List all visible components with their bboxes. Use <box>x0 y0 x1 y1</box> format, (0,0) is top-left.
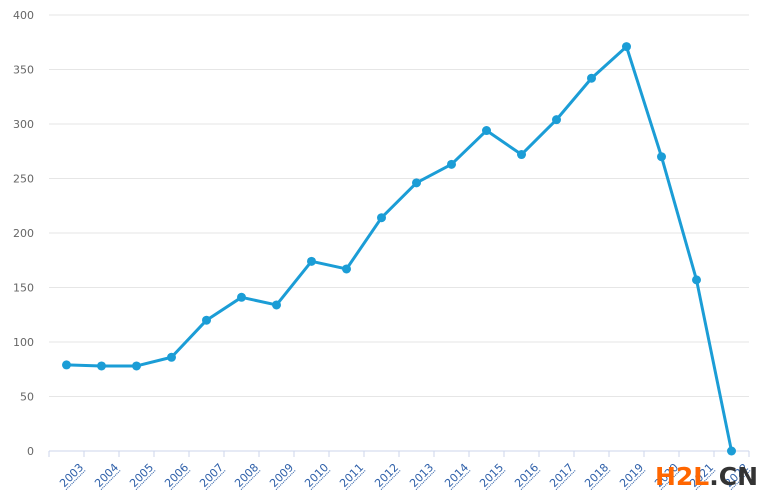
data-point-2003[interactable] <box>62 360 71 370</box>
y-axis-label: 250 <box>13 173 34 186</box>
y-axis-label: 0 <box>27 445 34 458</box>
data-point-2009[interactable] <box>272 300 281 310</box>
data-point-2022[interactable] <box>727 446 736 456</box>
data-point-2017[interactable] <box>552 115 561 125</box>
watermark: H2L.CN <box>655 462 758 491</box>
watermark-primary: H2L <box>654 462 710 491</box>
data-point-2015[interactable] <box>482 126 491 136</box>
y-axis-label: 50 <box>20 391 34 404</box>
data-point-2004[interactable] <box>97 361 106 371</box>
y-axis-label: 400 <box>13 9 34 22</box>
data-point-2019[interactable] <box>622 42 631 52</box>
data-point-2021[interactable] <box>692 275 701 285</box>
data-point-2016[interactable] <box>517 150 526 160</box>
series-line <box>65 45 733 453</box>
data-point-2007[interactable] <box>202 315 211 325</box>
data-point-2011[interactable] <box>342 264 351 274</box>
y-axis-label: 350 <box>13 64 34 77</box>
data-point-2010[interactable] <box>307 256 316 266</box>
data-point-2006[interactable] <box>167 352 176 362</box>
watermark-secondary: .CN <box>709 462 758 491</box>
data-point-2005[interactable] <box>132 361 141 371</box>
data-point-2020[interactable] <box>657 152 666 162</box>
data-point-2014[interactable] <box>447 159 456 169</box>
y-axis-label: 150 <box>13 282 34 295</box>
data-point-2012[interactable] <box>377 213 386 223</box>
data-point-2013[interactable] <box>412 178 421 188</box>
data-point-2008[interactable] <box>237 292 246 302</box>
data-point-2018[interactable] <box>587 73 596 83</box>
y-axis-label: 300 <box>13 118 34 131</box>
y-axis-label: 200 <box>13 227 34 240</box>
y-axis-label: 100 <box>13 336 34 349</box>
